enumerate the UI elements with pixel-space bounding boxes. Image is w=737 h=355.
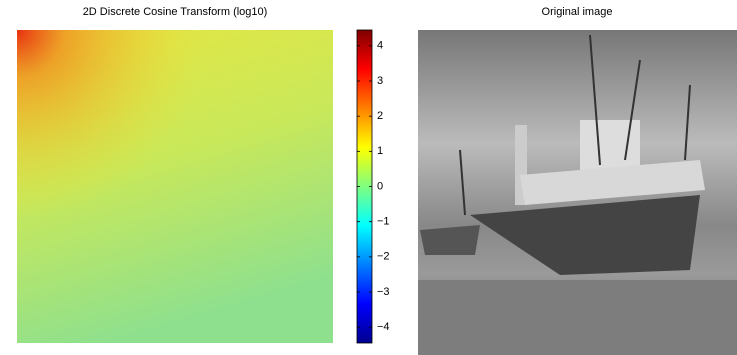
image-title: Original image: [542, 6, 613, 18]
colorbar-tick-label: 2: [377, 110, 383, 122]
dct-image: [17, 30, 333, 343]
colorbar-tick-label: 3: [377, 75, 383, 87]
heatmap-title: 2D Discrete Cosine Transform (log10): [83, 6, 268, 18]
colorbar-tick-label: −3: [377, 286, 390, 298]
colorbar-tick-label: −2: [377, 251, 390, 263]
original-image: [418, 30, 737, 355]
colorbar-tick-label: 1: [377, 145, 383, 157]
colorbar-tick-label: 0: [377, 180, 383, 192]
colorbar-tick-label: −4: [377, 321, 390, 333]
colorbar-tick-label: −1: [377, 216, 390, 228]
colorbar-tick-label: 4: [377, 40, 383, 52]
